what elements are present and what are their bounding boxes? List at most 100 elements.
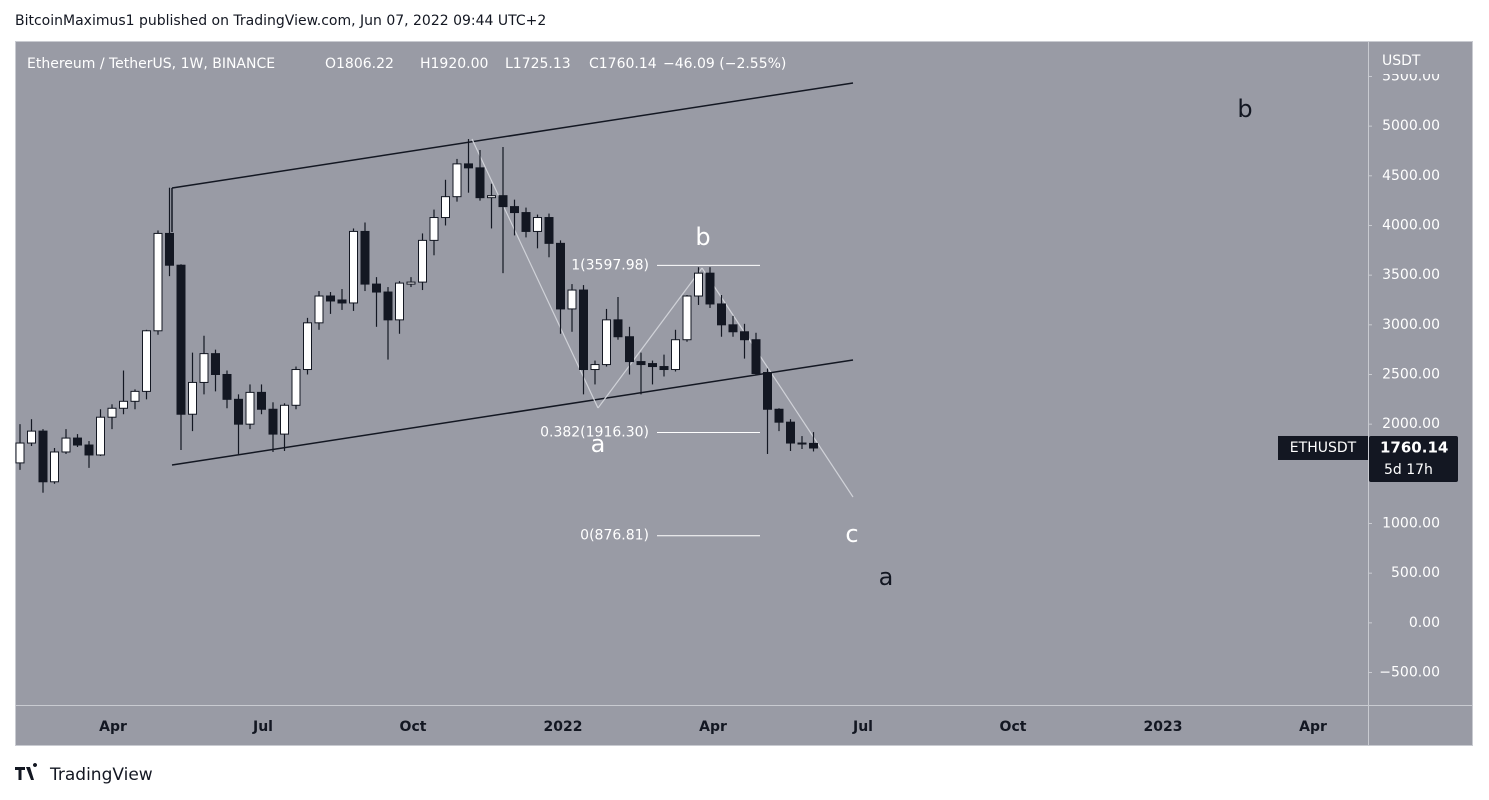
candle-body bbox=[705, 272, 715, 305]
candle-body bbox=[130, 390, 140, 402]
candle-body bbox=[452, 163, 462, 198]
candle-body bbox=[464, 163, 473, 169]
channel-lower bbox=[171, 359, 854, 466]
y-tick-label: 0.00 bbox=[1409, 615, 1440, 631]
wave-line bbox=[701, 267, 854, 498]
x-tick-label: Jul bbox=[852, 719, 873, 735]
wave-label: c bbox=[845, 520, 858, 548]
candle-body bbox=[671, 339, 680, 371]
candle-body bbox=[165, 232, 174, 266]
ohlc-close: C1760.14 bbox=[589, 56, 657, 72]
candle-body bbox=[15, 442, 25, 464]
candle-body bbox=[636, 361, 646, 366]
candle-body bbox=[303, 322, 312, 371]
ohlc-high: H1920.00 bbox=[420, 56, 488, 72]
fib-label: 1(3597.98) bbox=[571, 257, 649, 273]
candle-body bbox=[579, 289, 588, 371]
x-tick-label: Oct bbox=[400, 719, 427, 735]
candle-body bbox=[809, 442, 818, 449]
candle-body bbox=[142, 330, 151, 392]
candle-body bbox=[728, 324, 738, 333]
unit-bg bbox=[1370, 46, 1470, 74]
candle-body bbox=[567, 289, 577, 310]
candle-body bbox=[717, 303, 726, 326]
candle-body bbox=[234, 398, 243, 425]
candle-body bbox=[498, 195, 508, 208]
channel-upper bbox=[171, 82, 854, 189]
y-tick-label: 500.00 bbox=[1391, 565, 1440, 581]
x-tick-label: Apr bbox=[99, 719, 127, 735]
y-tick-label: 3000.00 bbox=[1382, 317, 1440, 333]
candle-body bbox=[199, 353, 209, 383]
candle-body bbox=[751, 339, 761, 374]
candle-body bbox=[27, 430, 36, 444]
candle-body bbox=[475, 167, 485, 199]
wave-line bbox=[597, 267, 703, 409]
candle-body bbox=[291, 369, 301, 406]
wave-label: a bbox=[879, 563, 894, 591]
candle-body bbox=[395, 282, 404, 321]
candle-body bbox=[314, 295, 324, 324]
candle-body bbox=[763, 372, 772, 410]
candle-body bbox=[188, 381, 197, 415]
frame-border bbox=[15, 41, 1473, 746]
candle-body bbox=[211, 353, 220, 375]
candle-body bbox=[38, 430, 48, 483]
candle-body bbox=[383, 291, 393, 321]
axis-unit: USDT bbox=[1382, 53, 1421, 69]
chart-frame bbox=[15, 41, 1473, 746]
candle-body bbox=[786, 421, 795, 444]
countdown: 5d 17h bbox=[1384, 462, 1433, 478]
candle-body bbox=[73, 437, 82, 446]
candle-body bbox=[176, 264, 186, 415]
candle-body bbox=[280, 404, 289, 435]
wave-label: b bbox=[1237, 95, 1252, 123]
candle-body bbox=[153, 232, 163, 332]
fib-label: 0.382(1916.30) bbox=[540, 424, 649, 440]
header: Ethereum / TetherUS, 1W, BINANCE O1806.2… bbox=[27, 56, 786, 72]
y-tick-label: −500.00 bbox=[1379, 665, 1440, 681]
y-tick-label: 3500.00 bbox=[1382, 267, 1440, 283]
candle-body bbox=[590, 364, 600, 371]
candle-body bbox=[360, 230, 370, 285]
change: −46.09 (−2.55%) bbox=[663, 56, 786, 72]
ohlc-open: O1806.22 bbox=[325, 56, 394, 72]
candle-body bbox=[510, 206, 519, 214]
candle-body bbox=[441, 196, 450, 219]
candle-body bbox=[406, 281, 416, 285]
ohlc-low: L1725.13 bbox=[505, 56, 571, 72]
y-tick-label: 4000.00 bbox=[1382, 217, 1440, 233]
candle-body bbox=[682, 295, 692, 341]
candle-body bbox=[337, 299, 347, 304]
wave-line bbox=[471, 138, 599, 409]
x-tick-label: 2022 bbox=[544, 719, 583, 735]
symbol: Ethereum / TetherUS, 1W, BINANCE bbox=[27, 56, 275, 72]
fib-label: 0(876.81) bbox=[580, 528, 649, 544]
candle-body bbox=[613, 319, 623, 338]
y-tick-label: 2000.00 bbox=[1382, 416, 1440, 432]
candle-body bbox=[556, 242, 565, 310]
candle-body bbox=[96, 416, 105, 456]
candle-body bbox=[372, 283, 381, 293]
candle-body bbox=[61, 437, 71, 453]
candle-body bbox=[740, 331, 749, 341]
wave-label: a bbox=[591, 430, 606, 458]
price-bg bbox=[1369, 435, 1458, 482]
candle-body bbox=[797, 442, 807, 445]
candle-body bbox=[602, 319, 611, 366]
candle-body bbox=[544, 217, 554, 244]
x-tick-label: Apr bbox=[1299, 719, 1327, 735]
candle-body bbox=[418, 239, 427, 283]
candle-body bbox=[694, 272, 703, 297]
wave-label: b bbox=[695, 223, 710, 251]
footer: TradingView bbox=[49, 765, 153, 785]
y-tick-label: 5000.00 bbox=[1382, 118, 1440, 134]
candle-body bbox=[659, 366, 669, 371]
y-tick-label: 4500.00 bbox=[1382, 168, 1440, 184]
candle-body bbox=[107, 407, 117, 418]
candle-body bbox=[222, 373, 232, 400]
candle-body bbox=[50, 451, 59, 483]
x-tick-label: Oct bbox=[1000, 719, 1027, 735]
candle-body bbox=[625, 336, 634, 363]
